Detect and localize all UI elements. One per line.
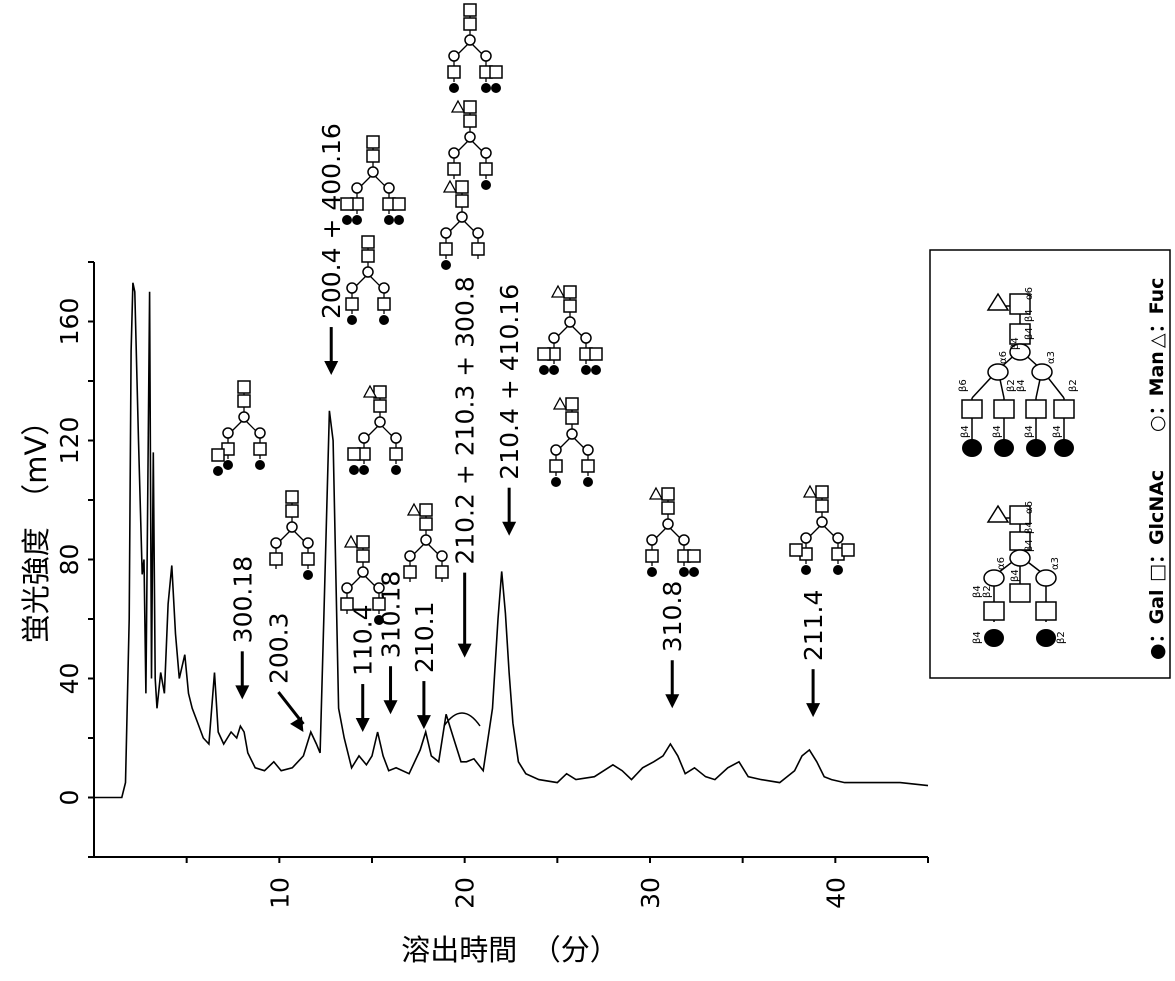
legend-linkage: β4 <box>1024 539 1035 552</box>
legend-label-fuc: △：Fuc <box>1146 278 1168 348</box>
legend-linkage: β2 <box>1068 379 1079 392</box>
legend-label-gal: ●：Gal <box>1146 589 1168 660</box>
chromatogram-trace <box>94 282 929 799</box>
legend-linkage: β4 <box>1024 425 1035 438</box>
legend-structure-top: α6 β4 β4 α6 α3 β6 β2 β4 β4 β2 β4 β4 β4 β… <box>958 287 1079 457</box>
peak-label: 210.1 <box>410 601 439 673</box>
y-axis-label: 蛍光強度 （mV） <box>19 407 53 644</box>
legend-label-man: ○：Man <box>1146 351 1168 432</box>
legend-linkage: β4 <box>972 585 983 598</box>
legend-linkage: α6 <box>1024 501 1035 514</box>
peak-arrow <box>383 666 398 715</box>
legend-linkage: β4 <box>1024 521 1035 534</box>
legend-structure-bottom: α6 β4 β4 α6 α3 β4 β2 β4 β4 β2 <box>972 501 1067 647</box>
glycan-400-16 <box>340 136 406 225</box>
glycan-structures <box>211 4 855 625</box>
legend-linkage: β4 <box>972 631 983 644</box>
legend-box <box>929 249 1171 679</box>
y-tick-label: 40 <box>55 663 84 695</box>
peak-arrow <box>324 327 339 376</box>
y-tick-label: 0 <box>55 790 84 806</box>
y-tick-label: 120 <box>55 417 84 465</box>
peak-arrows <box>235 327 821 733</box>
glycan-300-8 <box>448 4 503 93</box>
legend-linkage: β4 <box>1024 309 1035 322</box>
legend-linkage: β4 <box>1016 379 1027 392</box>
peak-arrow <box>416 681 431 730</box>
legend-linkage: β2 <box>982 585 993 598</box>
x-tick-label: 40 <box>821 877 850 909</box>
peak-arrow <box>235 651 250 700</box>
glycan-200-4 <box>346 236 390 325</box>
axis-ticks: 0 40 80 120 160 10 20 30 40 <box>55 261 929 909</box>
x-tick-label: 30 <box>636 877 665 909</box>
glycan-310-18 <box>347 385 402 475</box>
peak-arrow <box>277 691 305 733</box>
peak-label: 210.2 + 210.3 + 300.8 <box>451 276 480 564</box>
y-tick-label: 80 <box>55 544 84 576</box>
glycan-210-2 <box>440 180 484 270</box>
peak-arrow <box>502 487 517 536</box>
y-tick-label: 160 <box>55 298 84 346</box>
glycan-300-18 <box>211 381 266 476</box>
peak-label: 211.4 <box>799 590 828 662</box>
legend-linkage: β4 <box>1024 327 1035 340</box>
glycan-410-16 <box>537 285 603 375</box>
legend-linkage: α6 <box>998 351 1009 364</box>
legend-linkage: β4 <box>1010 337 1021 350</box>
legend-linkage: β4 <box>992 425 1003 438</box>
peak-arrow <box>806 669 821 718</box>
peak-label: 300.18 <box>228 556 257 643</box>
glycan-200-3 <box>270 491 314 580</box>
glycan-210-3 <box>448 100 492 190</box>
legend: ●：Gal □：GlcNAc ○：Man △：Fuc <box>929 249 1171 679</box>
peak-label: 200.3 <box>264 612 293 684</box>
peak-arrow <box>457 572 472 658</box>
legend-linkage: β2 <box>1056 631 1067 644</box>
peak-arrow <box>355 684 370 733</box>
glycan-310-8 <box>646 487 701 577</box>
glycan-210-4 <box>550 397 594 487</box>
legend-linkage: β4 <box>1052 425 1063 438</box>
legend-linkage: β4 <box>1010 569 1021 582</box>
legend-linkage: α6 <box>996 557 1007 570</box>
peak-label: 210.4 + 410.16 <box>495 284 524 480</box>
legend-linkage: α3 <box>1050 557 1061 570</box>
x-axis-label: 溶出時間 （分） <box>401 933 619 967</box>
legend-linkage: α6 <box>1024 287 1035 300</box>
peak-arrow <box>665 660 680 709</box>
peak-label: 200.4 + 400.16 <box>317 123 346 319</box>
x-tick-label: 10 <box>265 877 294 909</box>
legend-linkage: β6 <box>958 379 969 392</box>
x-tick-label: 20 <box>451 877 480 909</box>
peak-label: 110.4 <box>349 604 378 676</box>
peak-bracket-arc <box>443 712 481 727</box>
glycan-211-4 <box>789 485 855 575</box>
peak-label: 310.8 <box>658 581 687 653</box>
legend-label-glcnac: □：GlcNAc <box>1146 470 1168 582</box>
legend-linkage: β2 <box>1006 379 1017 392</box>
glycan-210-1 <box>404 503 448 582</box>
legend-linkage: β4 <box>960 425 971 438</box>
legend-linkage: α3 <box>1046 351 1057 364</box>
